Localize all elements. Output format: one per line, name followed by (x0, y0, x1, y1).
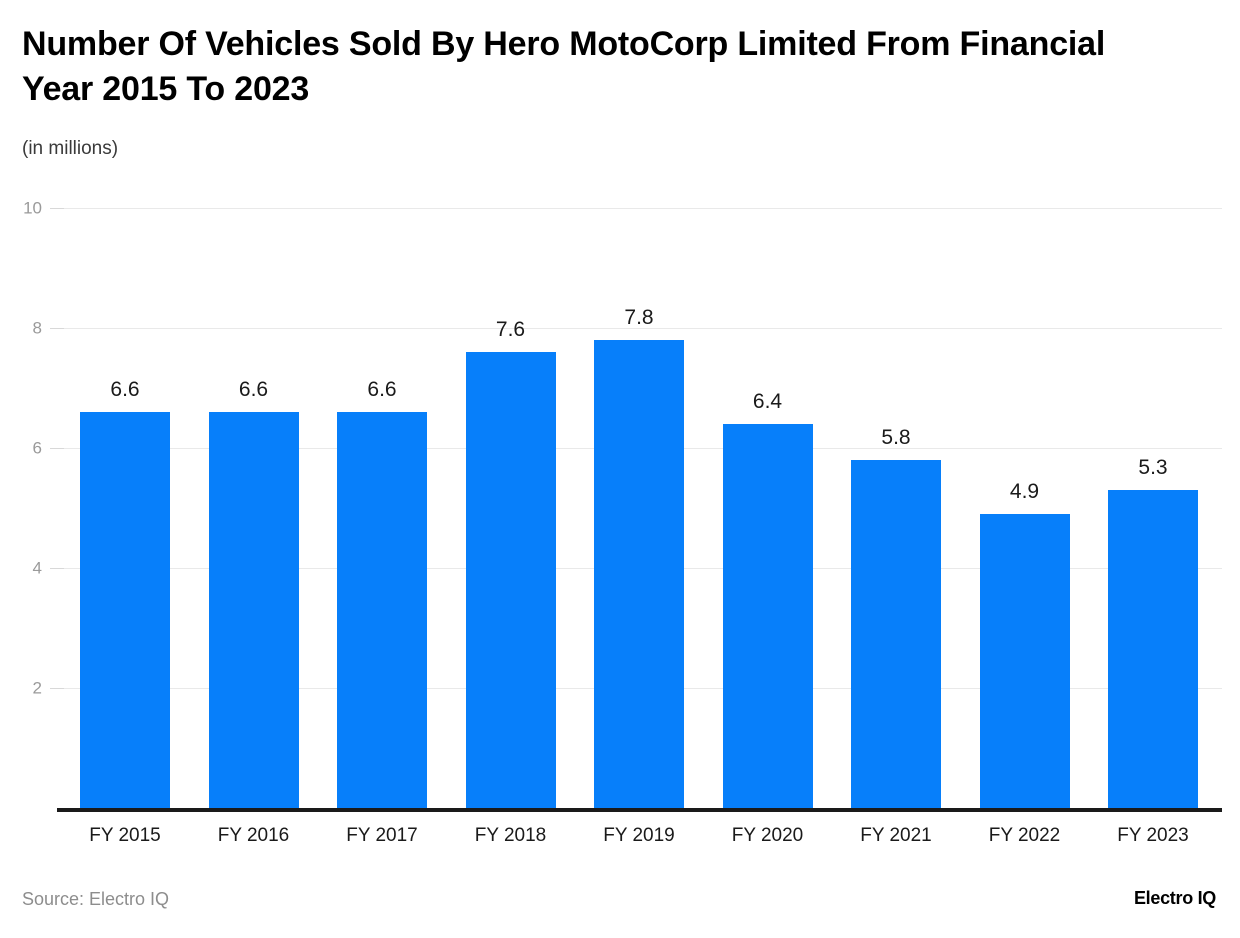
bar-value-label: 6.6 (367, 378, 397, 401)
y-axis-tick-label: 10 (23, 198, 42, 218)
gridline (57, 328, 1222, 329)
source-label: Source: Electro IQ (22, 889, 170, 909)
bar[interactable] (594, 340, 684, 808)
bar-value-label: 6.4 (752, 390, 783, 413)
x-axis-labels: FY 2015 FY 2016 FY 2017 FY 2018 FY 2019 FY 20… (0, 818, 1240, 858)
x-axis-tick-label: FY 2023 (1117, 825, 1189, 846)
bar-group[interactable]: 6.6 (196, 379, 312, 808)
y-axis-tick-mark (50, 448, 64, 449)
plot-area: 10 8 6 4 2 6.6 6.6 6.6 7.6 7.8 6.4 5.8 4.9 5.3 (0, 190, 1240, 830)
x-axis-tick-label: FY 2019 (603, 825, 675, 846)
y-axis-tick-label: 6 (32, 438, 42, 458)
bar[interactable] (465, 352, 556, 808)
y-axis-tick-mark (50, 208, 64, 209)
x-axis-tick-label: FY 2022 (988, 825, 1061, 846)
y-axis-tick-label: 2 (32, 678, 42, 698)
bar-value-label: 6.6 (110, 378, 140, 401)
bar-group[interactable]: 5.8 (838, 427, 954, 808)
bar-group[interactable]: 7.6 (453, 319, 569, 808)
bar-value-label: 5.8 (881, 426, 911, 449)
chart-header: Number Of Vehicles Sold By Hero MotoCorp… (22, 22, 1202, 160)
x-axis-tick-label: FY 2021 (860, 825, 932, 846)
bar-value-label: 6.6 (238, 378, 269, 401)
brand-logo: Electro IQ (1133, 888, 1216, 908)
x-axis-tick-label: FY 2018 (474, 825, 547, 846)
bar-group[interactable]: 6.4 (710, 391, 826, 808)
bar[interactable] (337, 412, 427, 808)
chart-subtitle: (in millions) (22, 137, 119, 159)
bar[interactable] (1108, 490, 1198, 808)
bar-value-label: 7.6 (495, 318, 526, 341)
bar-group[interactable]: 7.8 (581, 307, 697, 808)
y-axis-tick-mark (50, 568, 64, 569)
page-title: Number Of Vehicles Sold By Hero MotoCorp… (22, 25, 1106, 108)
x-axis-tick-label: FY 2016 (217, 825, 290, 846)
bar-group[interactable]: 5.3 (1095, 457, 1211, 808)
y-axis-tick-label: 4 (32, 558, 42, 578)
bar-value-label: 7.8 (624, 306, 654, 329)
y-axis-tick-label: 8 (32, 318, 42, 338)
bar-group[interactable]: 6.6 (67, 379, 183, 808)
bar-value-label: 4.9 (1009, 480, 1040, 503)
bar-value-label: 5.3 (1138, 456, 1168, 479)
gridline (57, 208, 1222, 209)
x-axis-tick-label: FY 2020 (731, 825, 804, 846)
bar[interactable] (80, 412, 170, 808)
bar[interactable] (851, 460, 941, 808)
x-axis-tick-label: FY 2017 (346, 825, 418, 846)
bars-layer: 6.6 6.6 6.6 7.6 7.8 6.4 5.8 4.9 5.3 (0, 190, 1240, 830)
bar-group[interactable]: 4.9 (967, 481, 1083, 808)
bar[interactable] (208, 412, 299, 808)
chart-footer: Source: Electro IQ Electro IQ (0, 880, 1240, 938)
x-axis-tick-label: FY 2015 (89, 825, 161, 846)
y-axis-tick-mark (50, 328, 64, 329)
bar[interactable] (979, 514, 1070, 808)
bar-group[interactable]: 6.6 (324, 379, 440, 808)
y-axis-tick-mark (50, 688, 64, 689)
bar[interactable] (722, 424, 813, 808)
x-axis-line (57, 808, 1222, 812)
